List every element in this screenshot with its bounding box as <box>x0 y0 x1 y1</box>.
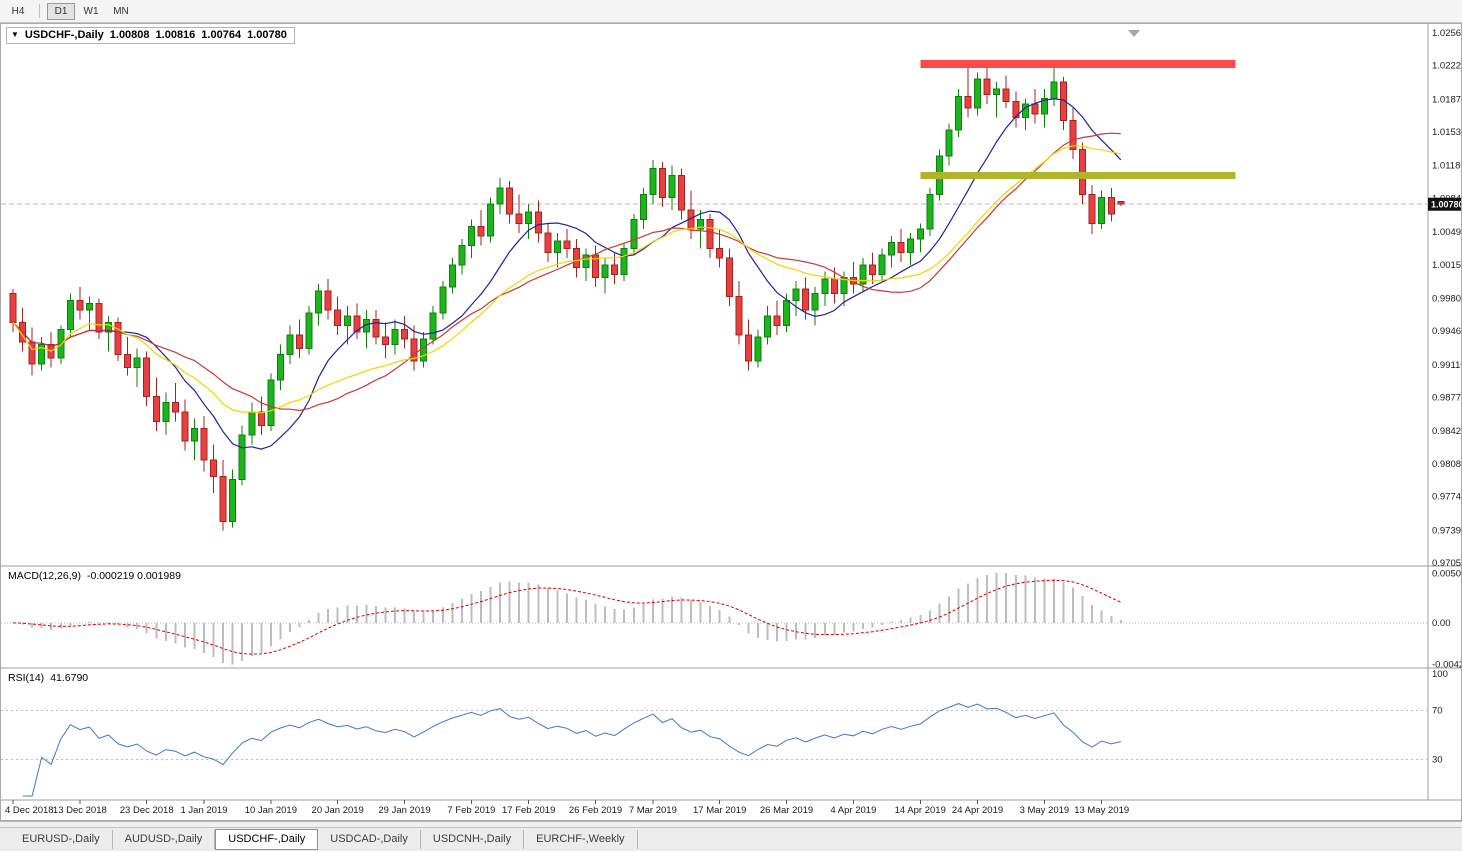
time-axis-label: 13 May 2019 <box>1074 805 1129 816</box>
time-axis-label: 10 Jan 2019 <box>245 805 297 816</box>
tab-usdcnh-daily[interactable]: USDCNH-,Daily <box>421 830 525 849</box>
rsi-panel: 100 70 30 <box>1 669 1448 797</box>
time-axis-label: 4 Dec 2018 <box>5 805 54 816</box>
time-axis-label: 7 Feb 2019 <box>447 805 495 816</box>
rsi-indicator-label: RSI(14) 41.6790 <box>8 672 88 684</box>
macd-scale-label: -0.00424 <box>1432 659 1461 670</box>
time-axis-label: 3 May 2019 <box>1020 805 1070 816</box>
window-divider <box>0 821 1462 827</box>
price-scale-label: 1.02560 <box>1432 28 1461 39</box>
time-axis-label: 13 Dec 2018 <box>53 805 107 816</box>
ohlc-close: 1.00780 <box>247 29 287 41</box>
period-toolbar: H4 D1 W1 MN <box>0 0 1462 23</box>
price-scale[interactable]: 1.025601.022201.018701.015301.011801.008… <box>1432 28 1461 569</box>
time-axis-label: 20 Jan 2019 <box>312 805 364 816</box>
tab-usdcad-daily[interactable]: USDCAD-,Daily <box>318 830 421 849</box>
chart-tab-bar: EURUSD-,Daily AUDUSD-,Daily USDCHF-,Daily U… <box>0 827 1462 851</box>
macd-indicator-label: MACD(12,26,9) -0.000219 0.001989 <box>8 570 181 582</box>
rsi-name: RSI(14) <box>8 672 45 684</box>
time-axis-label: 26 Feb 2019 <box>569 805 622 816</box>
timeframe-button-h4[interactable]: H4 <box>11 5 25 17</box>
chart-shift-marker[interactable] <box>1128 30 1140 37</box>
time-axis-label: 14 Apr 2019 <box>895 805 946 816</box>
time-axis-label: 26 Mar 2019 <box>760 805 813 816</box>
rsi-scale-label: 70 <box>1432 706 1443 717</box>
current-price-tag: 1.00780 <box>1428 197 1461 211</box>
time-axis-label: 17 Mar 2019 <box>693 805 746 816</box>
chart-window[interactable]: 1.02560 1.02220 1.01870 1.01530 1.01180 1.008… <box>0 23 1462 821</box>
ohlc-low: 1.00764 <box>201 29 242 41</box>
price-scale-label: 1.00490 <box>1432 227 1461 238</box>
panel-separators <box>1 24 1461 801</box>
time-axis-label: 29 Jan 2019 <box>378 805 430 816</box>
rsi-scale-label: 30 <box>1432 754 1443 765</box>
macd-panel: 0.00507 0.00 -0.00424 <box>1 568 1461 670</box>
macd-name: MACD(12,26,9) <box>8 570 81 582</box>
price-scale-label: 1.01870 <box>1432 94 1461 105</box>
svg-text:1.00780: 1.00780 <box>1431 200 1461 210</box>
tab-eurchf-weekly[interactable]: EURCHF-,Weekly <box>524 830 638 849</box>
tab-eurusd-daily[interactable]: EURUSD-,Daily <box>10 830 113 849</box>
chart-canvas[interactable]: 1.02560 1.02220 1.01870 1.01530 1.01180 1.008… <box>1 24 1461 820</box>
price-scale-label: 1.02220 <box>1432 61 1461 72</box>
candlesticks-layer <box>9 62 1125 531</box>
ma-fast-line <box>12 98 1122 450</box>
timeframe-buttons: H4 D1 W1 MN <box>4 2 135 20</box>
price-scale-label: 1.01180 <box>1432 161 1461 172</box>
macd-signal-line <box>12 579 1122 655</box>
time-axis-label: 1 Jan 2019 <box>180 805 227 816</box>
time-axis[interactable]: 4 Dec 2018 13 Dec 2018 23 Dec 2018 1 Jan 20… <box>5 800 1129 816</box>
price-scale-label: 1.01530 <box>1432 127 1461 138</box>
macd-histogram <box>21 572 1122 665</box>
timeframe-button-w1[interactable]: W1 <box>83 5 99 17</box>
timeframe-button-mn[interactable]: MN <box>113 5 129 17</box>
tab-audusd-daily[interactable]: AUDUSD-,Daily <box>113 830 216 849</box>
rsi-scale-label: 100 <box>1432 669 1448 680</box>
time-axis-label: 4 Apr 2019 <box>830 805 876 816</box>
time-axis-label: 24 Apr 2019 <box>952 805 1003 816</box>
ohlc-high: 1.00816 <box>155 29 196 41</box>
rsi-line <box>22 703 1121 797</box>
timeframe-button-d1[interactable]: D1 <box>47 2 75 20</box>
time-axis-label: 7 Mar 2019 <box>629 805 677 816</box>
time-axis-label: 23 Dec 2018 <box>120 805 174 816</box>
macd-scale-label: 0.00 <box>1432 618 1451 629</box>
ohlc-open: 1.00808 <box>109 29 150 41</box>
chart-symbol-timeframe: USDCHF-,Daily <box>24 29 104 41</box>
macd-scale-label: 0.00507 <box>1432 568 1461 579</box>
tab-usdchf-daily[interactable]: USDCHF-,Daily <box>215 829 319 850</box>
price-scale-label: 0.97050 <box>1432 558 1461 569</box>
toolbar-separator <box>39 4 40 18</box>
chart-title: ▼ USDCHF-,Daily 1.00808 1.00816 1.00764 … <box>6 27 295 44</box>
chart-menu-arrow-icon[interactable]: ▼ <box>11 30 19 39</box>
rsi-value: 41.6790 <box>50 672 89 684</box>
ma-slow-line <box>12 145 1121 414</box>
ma-mid-line <box>12 132 1121 412</box>
time-axis-label: 17 Feb 2019 <box>502 805 555 816</box>
macd-values: -0.000219 0.001989 <box>86 570 181 582</box>
